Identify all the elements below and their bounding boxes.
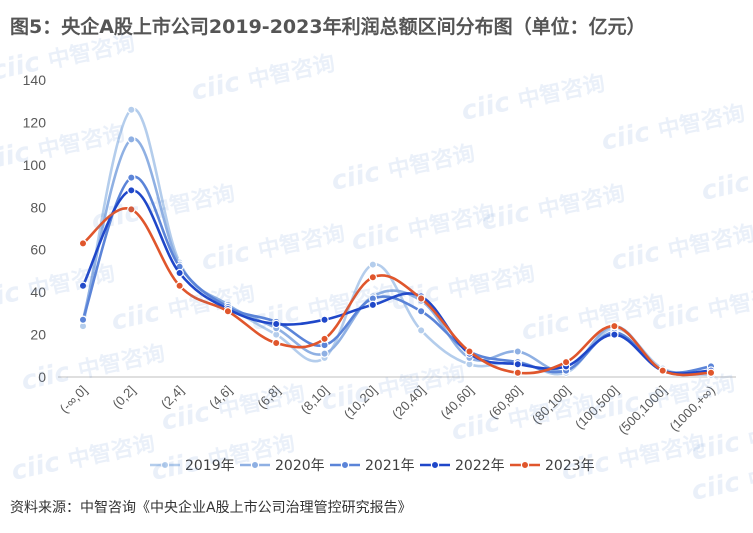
y-tick-label: 20 bbox=[30, 327, 46, 343]
data-point[interactable] bbox=[706, 368, 716, 377]
legend-item[interactable]: 2021年 bbox=[330, 458, 415, 474]
legend-swatch-marker bbox=[160, 460, 170, 470]
legend-item[interactable]: 2019年 bbox=[150, 458, 235, 474]
y-tick-label: 100 bbox=[23, 157, 47, 173]
y-tick-label: 40 bbox=[30, 284, 46, 300]
series-line-2022年 bbox=[81, 189, 713, 375]
x-tick-label: (-∞,0] bbox=[57, 383, 91, 417]
data-point[interactable] bbox=[513, 368, 522, 377]
legend-item[interactable]: 2022年 bbox=[420, 458, 505, 474]
data-point[interactable] bbox=[658, 366, 667, 375]
x-tick-label: (2,4] bbox=[158, 383, 187, 412]
x-tick-label: (10,20] bbox=[341, 383, 380, 422]
data-point[interactable] bbox=[223, 307, 233, 316]
legend-item[interactable]: 2023年 bbox=[510, 458, 595, 474]
x-tick-label: (500,1000] bbox=[615, 383, 670, 438]
x-tick-label: (1000,+∞) bbox=[666, 383, 718, 435]
data-point[interactable] bbox=[127, 186, 136, 195]
legend-label: 2022年 bbox=[455, 458, 505, 474]
y-tick-label: 0 bbox=[38, 369, 46, 385]
data-point[interactable] bbox=[320, 315, 329, 324]
x-tick-label: (6,8] bbox=[254, 383, 283, 412]
legend-item[interactable]: 2020年 bbox=[240, 458, 325, 474]
legend-label: 2020年 bbox=[275, 458, 325, 474]
source-note: 资料来源：中智咨询《中央企业A股上市公司治理管控研究报告》 bbox=[10, 500, 412, 516]
data-point[interactable] bbox=[175, 268, 184, 278]
data-point[interactable] bbox=[320, 349, 329, 358]
data-point[interactable] bbox=[513, 347, 522, 356]
data-point[interactable] bbox=[127, 173, 136, 182]
y-tick-label: 60 bbox=[30, 242, 46, 258]
y-tick-label: 80 bbox=[30, 199, 46, 215]
data-point[interactable] bbox=[610, 330, 619, 339]
legend-swatch-marker bbox=[340, 460, 350, 470]
data-point[interactable] bbox=[272, 319, 281, 329]
data-point[interactable] bbox=[272, 338, 281, 348]
data-point[interactable] bbox=[368, 300, 378, 310]
x-tick-label: (4,6] bbox=[206, 383, 235, 412]
legend-swatch-marker bbox=[430, 460, 440, 470]
legend-label: 2023年 bbox=[545, 458, 595, 474]
data-point[interactable] bbox=[416, 326, 426, 335]
x-tick-label: (40,60] bbox=[437, 383, 476, 422]
legend-label: 2019年 bbox=[185, 458, 235, 474]
series-line-2020年 bbox=[81, 137, 713, 377]
data-point[interactable] bbox=[416, 307, 426, 316]
legend-label: 2021年 bbox=[365, 458, 415, 474]
x-tick-label: (0,2] bbox=[109, 383, 138, 412]
x-tick-label: (20,40] bbox=[389, 383, 428, 422]
data-point[interactable] bbox=[513, 360, 522, 369]
y-tick-label: 140 bbox=[23, 72, 47, 88]
data-point[interactable] bbox=[78, 239, 88, 248]
data-point[interactable] bbox=[127, 135, 136, 144]
legend-swatch-marker bbox=[520, 460, 530, 470]
data-point[interactable] bbox=[78, 281, 88, 290]
chart-title: 图5：央企A股上市公司2019-2023年利润总额区间分布图（单位：亿元） bbox=[10, 16, 646, 38]
data-point[interactable] bbox=[368, 273, 378, 282]
data-point[interactable] bbox=[416, 294, 426, 303]
x-tick-label: (100,500] bbox=[572, 383, 621, 432]
x-tick-label: (8,10] bbox=[298, 383, 332, 417]
data-point[interactable] bbox=[610, 321, 619, 331]
data-point[interactable] bbox=[320, 334, 329, 344]
data-point[interactable] bbox=[78, 315, 88, 324]
data-point[interactable] bbox=[561, 357, 571, 367]
x-tick-label: (80,100] bbox=[529, 383, 573, 427]
data-point[interactable] bbox=[127, 205, 136, 214]
data-point[interactable] bbox=[368, 260, 378, 269]
legend-swatch-marker bbox=[250, 460, 260, 470]
data-point[interactable] bbox=[175, 281, 184, 290]
x-tick-label: (60,80] bbox=[486, 383, 525, 422]
data-point[interactable] bbox=[465, 347, 474, 356]
y-tick-label: 120 bbox=[23, 114, 47, 130]
data-point[interactable] bbox=[127, 105, 136, 114]
